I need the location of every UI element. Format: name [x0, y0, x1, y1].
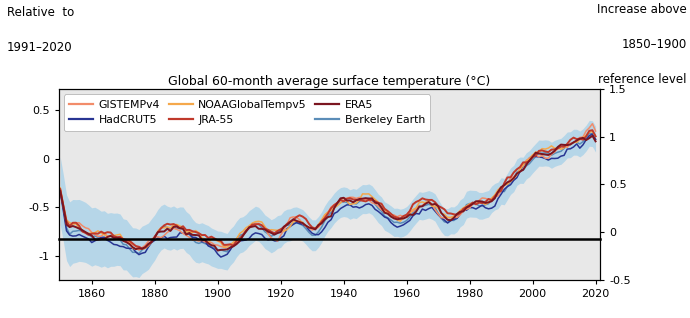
Legend: GISTEMPv4, HadCRUT5, NOAAGlobalTempv5, JRA-55, ERA5, Berkeley Earth: GISTEMPv4, HadCRUT5, NOAAGlobalTempv5, J…	[64, 94, 431, 131]
Text: 1991–2020: 1991–2020	[7, 41, 72, 54]
Text: Increase above: Increase above	[597, 3, 687, 16]
Text: Relative  to: Relative to	[7, 6, 74, 19]
Title: Global 60-month average surface temperature (°C): Global 60-month average surface temperat…	[168, 75, 491, 88]
Text: reference level: reference level	[598, 73, 687, 86]
Text: 1850–1900: 1850–1900	[621, 38, 687, 51]
